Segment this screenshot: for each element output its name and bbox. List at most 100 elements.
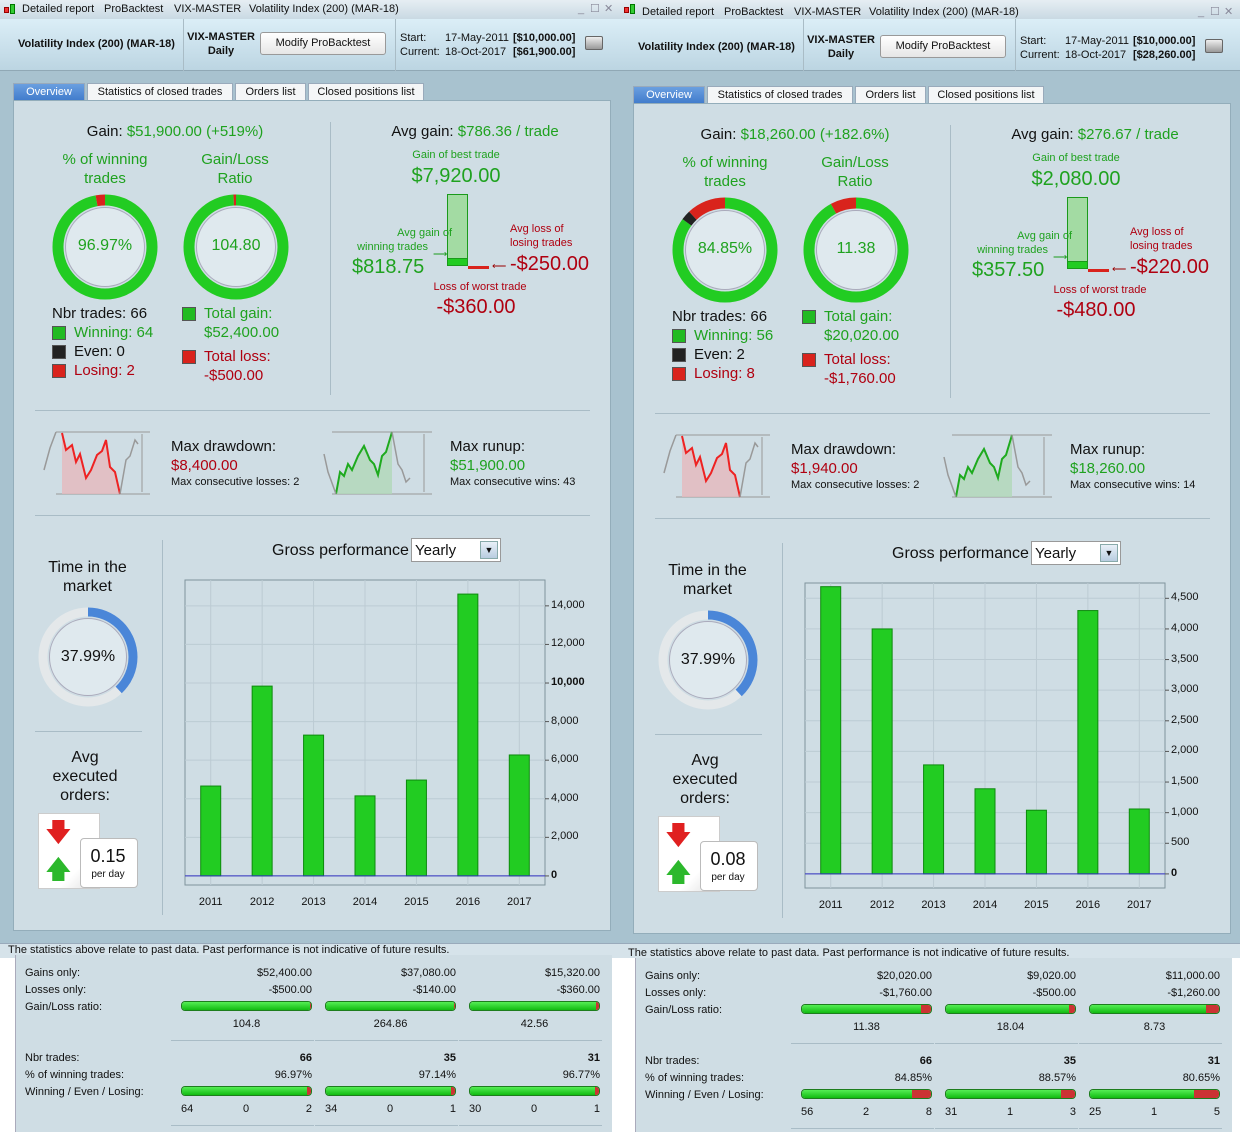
gain-loss-ratio-bar bbox=[1089, 1004, 1220, 1014]
arrow-up-icon: 🡅 bbox=[665, 857, 692, 887]
tab-statistics-of-closed-trades[interactable]: Statistics of closed trades bbox=[87, 83, 233, 101]
winning-pct-label: % of winning trades bbox=[682, 154, 768, 190]
x-tick-label: 2012 bbox=[869, 899, 895, 911]
donut-ring bbox=[183, 194, 289, 300]
losses-only-value: -$1,260.00 bbox=[1167, 987, 1220, 999]
gains-only-value: $20,020.00 bbox=[876, 970, 932, 982]
maximize-icon[interactable]: ☐ bbox=[1210, 6, 1220, 18]
tab-statistics-of-closed-trades[interactable]: Statistics of closed trades bbox=[707, 86, 853, 104]
donut-ring bbox=[52, 194, 158, 300]
x-tick-label: 2011 bbox=[198, 896, 223, 908]
row-label: % of winning trades: bbox=[645, 1072, 745, 1084]
tab-orders-list[interactable]: Orders list bbox=[235, 83, 306, 101]
even-count: 2 bbox=[862, 1106, 870, 1118]
divider bbox=[162, 540, 163, 915]
avg-win-value: $818.75 bbox=[352, 256, 425, 278]
current-capital: [$61,900.00] bbox=[513, 46, 576, 58]
period-select[interactable]: Yearly ▼ bbox=[1031, 541, 1121, 565]
title-bar: Detailed report ProBacktest VIX-MASTER Vola… bbox=[0, 0, 620, 19]
maximize-icon[interactable]: ☐ bbox=[590, 3, 600, 15]
overview-body: Gain: $51,900.00 (+519%) % of winning tra… bbox=[0, 0, 620, 940]
avg-gain-line: Avg gain: $276.67 / trade bbox=[960, 126, 1230, 143]
y-tick-label: 2,500 bbox=[1171, 713, 1199, 726]
winning-even-losing-bar bbox=[469, 1086, 600, 1096]
x-tick-label: 2013 bbox=[921, 899, 946, 911]
close-icon[interactable]: ✕ bbox=[604, 3, 614, 15]
disclaimer: The statistics above relate to past data… bbox=[8, 944, 450, 956]
gain-loss-ratio-value: 11.38 bbox=[853, 1021, 880, 1033]
max-drawdown-label: Max drawdown: bbox=[171, 438, 277, 455]
avg-win-label-2: winning trades bbox=[357, 241, 428, 253]
y-tick-label: 12,000 bbox=[551, 637, 585, 650]
divider bbox=[655, 734, 762, 735]
bar-2013 bbox=[303, 734, 325, 877]
chevron-down-icon[interactable]: ▼ bbox=[480, 541, 498, 559]
losses-only-value: -$360.00 bbox=[556, 984, 600, 996]
current-capital: [$28,260.00] bbox=[1133, 49, 1196, 61]
orders-value: 0.08 bbox=[710, 849, 746, 869]
minimize-icon[interactable]: _ bbox=[1198, 6, 1205, 18]
y-tick-label: 3,000 bbox=[1171, 683, 1199, 696]
gain-loss-ratio-label: Gain/Loss Ratio bbox=[201, 151, 269, 187]
divider bbox=[791, 1043, 934, 1044]
avg-gain-line: Avg gain: $786.36 / trade bbox=[340, 123, 610, 140]
gains-only-value: $9,020.00 bbox=[1027, 970, 1076, 982]
donut-ring bbox=[38, 607, 138, 707]
tab-overview[interactable]: Overview bbox=[13, 83, 85, 101]
divider bbox=[655, 413, 1210, 414]
row-label: Gains only: bbox=[645, 970, 701, 982]
bar-2012 bbox=[871, 628, 893, 875]
donut-segment bbox=[672, 197, 778, 303]
gain-loss-ratio-value: 11.38 bbox=[836, 240, 876, 257]
total-loss-icon bbox=[802, 353, 816, 367]
avg-win-label: Avg gain of bbox=[1017, 230, 1072, 242]
gain-loss-ratio-value: 264.86 bbox=[373, 1018, 408, 1030]
x-tick-label: 2013 bbox=[301, 896, 326, 908]
drawdown-sparkline bbox=[663, 434, 770, 498]
row-label: Winning / Even / Losing: bbox=[25, 1086, 144, 1098]
printer-icon[interactable] bbox=[1205, 39, 1223, 53]
x-tick-label: 2017 bbox=[1127, 899, 1152, 911]
avg-loss-label-2: losing trades bbox=[1130, 240, 1193, 252]
printer-icon[interactable] bbox=[585, 36, 603, 50]
best-trade-label: Gain of best trade bbox=[1032, 152, 1120, 164]
bar-2013 bbox=[923, 764, 945, 875]
losing-count: 8 bbox=[925, 1106, 932, 1118]
arrow-right-icon: ⟶ bbox=[433, 249, 448, 260]
chevron-down-icon[interactable]: ▼ bbox=[1100, 544, 1118, 562]
winning-legend-icon bbox=[52, 326, 66, 340]
total-gain-icon bbox=[182, 307, 196, 321]
worst-trade-value: -$360.00 bbox=[436, 296, 516, 318]
tab-closed-positions-list[interactable]: Closed positions list bbox=[928, 86, 1044, 104]
modify-probacktest-button[interactable]: Modify ProBacktest bbox=[260, 32, 386, 55]
gain-line: Gain: $18,260.00 (+182.6%) bbox=[655, 126, 935, 143]
best-trade-label: Gain of best trade bbox=[412, 149, 500, 161]
orders-value-box bbox=[80, 838, 138, 888]
overview-body: Gain: $18,260.00 (+182.6%) % of winning t… bbox=[620, 3, 1240, 943]
minimize-icon[interactable]: _ bbox=[578, 3, 585, 15]
period-select[interactable]: Yearly ▼ bbox=[411, 538, 501, 562]
title-segment: VIX-MASTER bbox=[794, 6, 862, 18]
modify-probacktest-button[interactable]: Modify ProBacktest bbox=[880, 35, 1006, 58]
close-icon[interactable]: ✕ bbox=[1224, 6, 1234, 18]
tab-closed-positions-list[interactable]: Closed positions list bbox=[308, 83, 424, 101]
divider bbox=[935, 1043, 1078, 1044]
start-date: 17-May-2011 bbox=[445, 32, 509, 44]
title-segment: Volatility Index (200) (MAR-18) bbox=[249, 3, 399, 15]
title-segment: ProBacktest bbox=[104, 3, 164, 15]
winning-even-losing-bar bbox=[181, 1086, 312, 1096]
divider bbox=[35, 410, 590, 411]
divider bbox=[459, 1125, 602, 1126]
tab-overview[interactable]: Overview bbox=[633, 86, 705, 104]
even-count: 1 bbox=[1150, 1106, 1158, 1118]
total-gain-label: Total gain: bbox=[204, 305, 273, 322]
avg-win-value: $357.50 bbox=[972, 259, 1045, 281]
nbr-trades-value: 31 bbox=[587, 1052, 600, 1064]
divider bbox=[782, 543, 783, 918]
tab-orders-list[interactable]: Orders list bbox=[855, 86, 926, 104]
winning-pct-value: 96.97% bbox=[274, 1069, 312, 1081]
arrow-right-icon: ⟶ bbox=[1053, 252, 1068, 263]
donut-ring bbox=[658, 610, 758, 710]
divider bbox=[655, 518, 1210, 519]
gross-performance-chart bbox=[804, 582, 1169, 889]
